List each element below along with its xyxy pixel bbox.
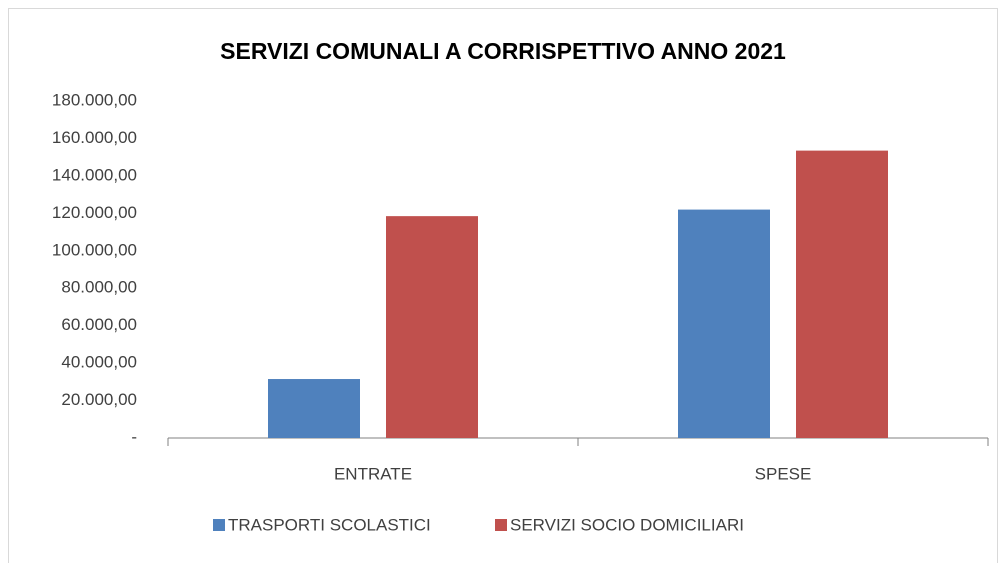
- y-tick-label: 120.000,00: [52, 203, 137, 222]
- bar: [386, 216, 478, 438]
- y-tick-label: 100.000,00: [52, 240, 137, 259]
- bar: [268, 379, 360, 438]
- legend-label: SERVIZI SOCIO DOMICILIARI: [510, 515, 744, 534]
- y-tick-label: 160.000,00: [52, 128, 137, 147]
- x-tick-label: SPESE: [755, 464, 812, 483]
- y-tick-label: 80.000,00: [61, 278, 137, 297]
- y-tick-label: 60.000,00: [61, 315, 137, 334]
- y-tick-label: 140.000,00: [52, 165, 137, 184]
- y-tick-label: -: [131, 427, 137, 446]
- x-tick-label: ENTRATE: [334, 464, 412, 483]
- legend-label: TRASPORTI SCOLASTICI: [228, 515, 431, 534]
- y-tick-label: 40.000,00: [61, 353, 137, 372]
- bar: [796, 150, 888, 438]
- legend-swatch: [213, 519, 225, 531]
- chart-title: SERVIZI COMUNALI A CORRISPETTIVO ANNO 20…: [220, 38, 786, 64]
- y-tick-label: 180.000,00: [52, 90, 137, 109]
- legend-swatch: [495, 519, 507, 531]
- y-tick-label: 20.000,00: [61, 390, 137, 409]
- bar: [678, 209, 770, 438]
